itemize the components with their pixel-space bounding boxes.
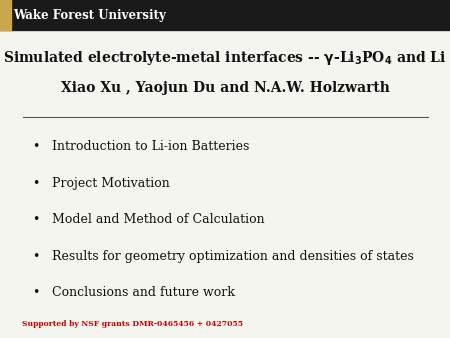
Text: Model and Method of Calculation: Model and Method of Calculation xyxy=(52,213,265,226)
Text: Project Motivation: Project Motivation xyxy=(52,177,170,190)
Text: •: • xyxy=(32,250,40,263)
Text: •: • xyxy=(32,286,40,299)
Text: Supported by NSF grants DMR-0465456 + 0427055: Supported by NSF grants DMR-0465456 + 04… xyxy=(22,320,243,328)
Bar xyxy=(0,0,11,30)
Text: Simulated electrolyte-metal interfaces -- $\mathbf{\gamma}$-Li$\mathbf{_3}$PO$\m: Simulated electrolyte-metal interfaces -… xyxy=(3,49,447,67)
Text: Introduction to Li-ion Batteries: Introduction to Li-ion Batteries xyxy=(52,140,249,153)
Text: Xiao Xu , Yaojun Du and N.A.W. Holzwarth: Xiao Xu , Yaojun Du and N.A.W. Holzwarth xyxy=(61,81,389,95)
Text: •: • xyxy=(32,213,40,226)
Text: Conclusions and future work: Conclusions and future work xyxy=(52,286,234,299)
Text: •: • xyxy=(32,177,40,190)
Text: •: • xyxy=(32,140,40,153)
Bar xyxy=(0,0,450,30)
Text: Wake Forest University: Wake Forest University xyxy=(14,9,166,22)
Text: Results for geometry optimization and densities of states: Results for geometry optimization and de… xyxy=(52,250,414,263)
